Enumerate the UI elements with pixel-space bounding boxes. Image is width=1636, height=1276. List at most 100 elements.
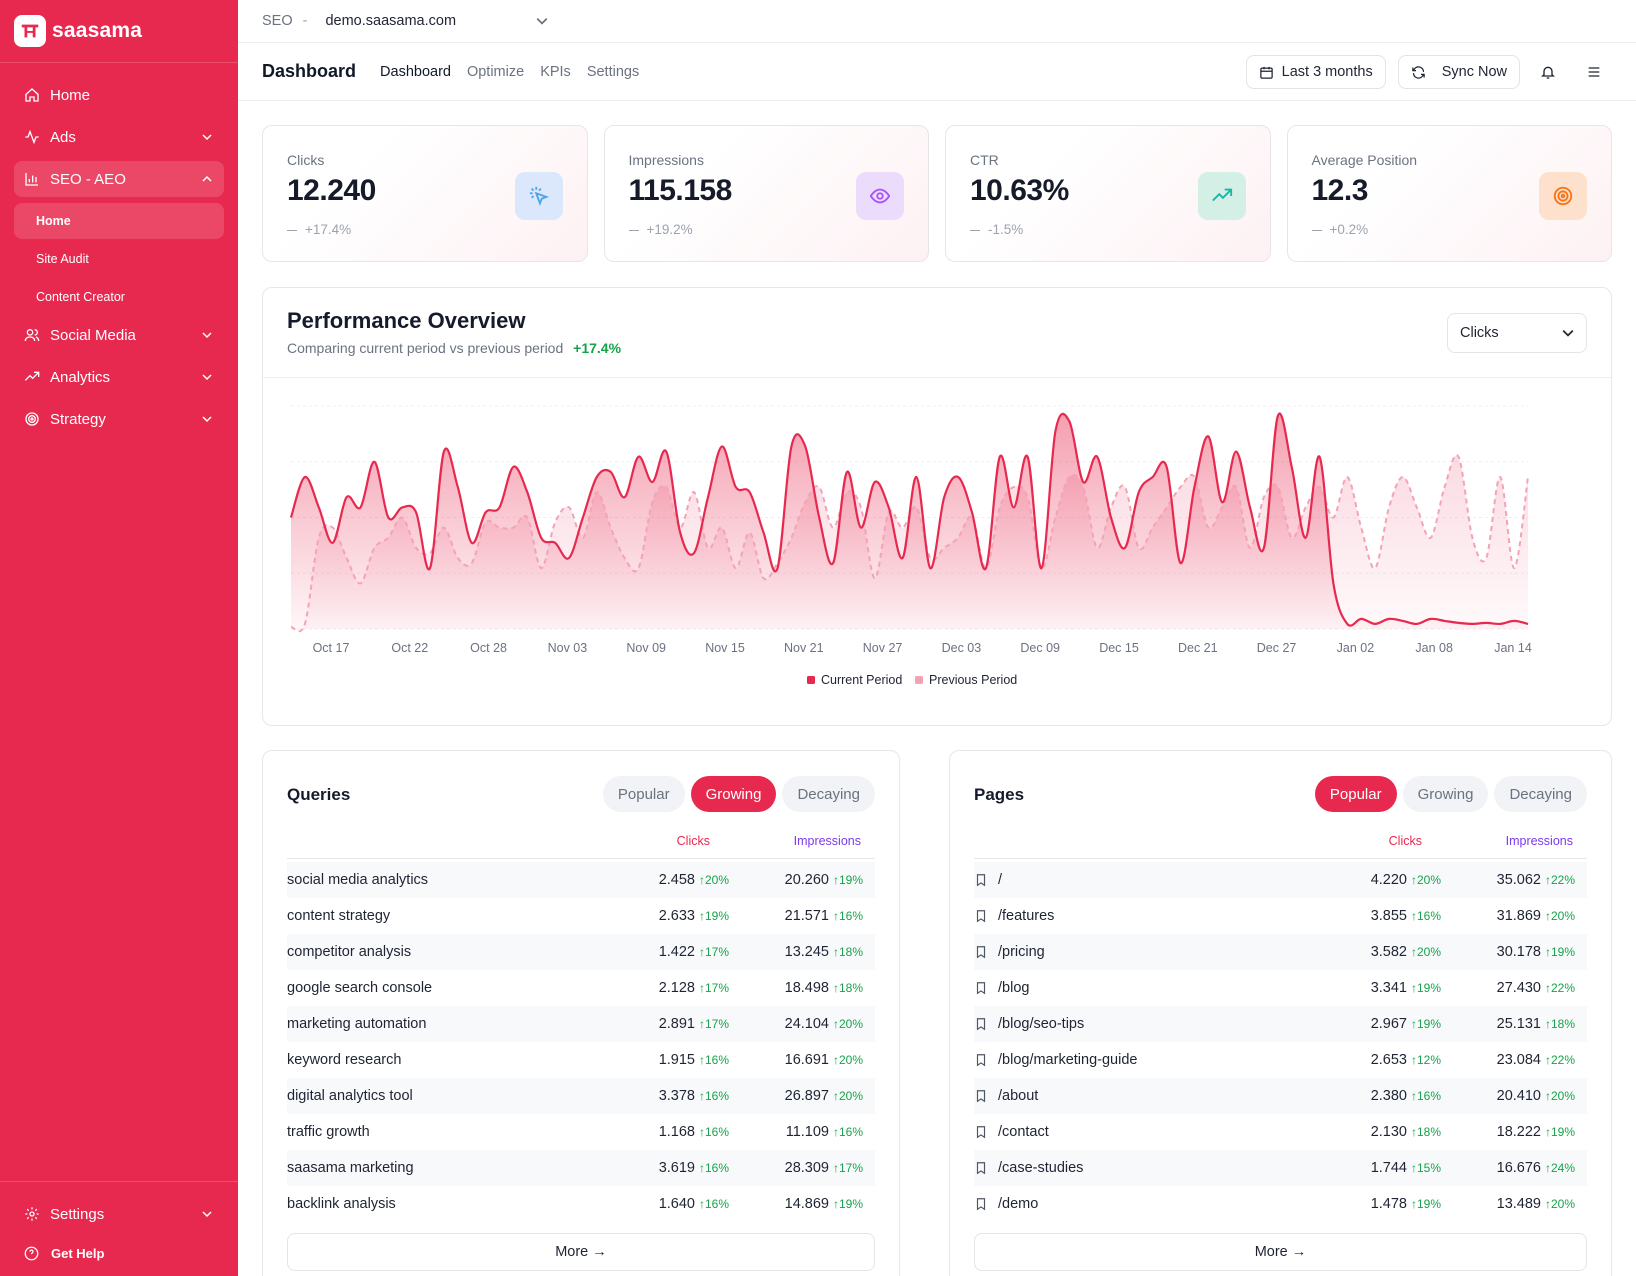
get-help-link[interactable]: Get Help: [14, 1238, 224, 1268]
impressions-value: 11.109: [785, 1124, 829, 1140]
row-impressions: 16.691 ↑20%: [739, 1052, 869, 1068]
stat-value: 12.240: [287, 174, 376, 207]
row-label: content strategy: [287, 908, 391, 924]
sync-now-button[interactable]: Sync Now: [1397, 55, 1520, 89]
table-row[interactable]: keyword research 1.915 ↑16% 16.691 ↑20%: [287, 1042, 875, 1078]
impressions-change: ↑20%: [1545, 1089, 1576, 1103]
sidebar-subitem-home[interactable]: Home: [14, 203, 224, 239]
chevron-down-icon[interactable]: [536, 15, 548, 27]
sidebar-item-settings[interactable]: Settings: [14, 1196, 224, 1232]
filter-growing[interactable]: Growing: [1402, 776, 1489, 812]
menu-button[interactable]: [1576, 55, 1612, 89]
table-row[interactable]: marketing automation 2.891 ↑17% 24.104 ↑20%: [287, 1006, 875, 1042]
sidebar-item-strategy[interactable]: Strategy: [14, 401, 224, 437]
stat-change-value: -1.5%: [988, 222, 1024, 237]
table-row[interactable]: /case-studies 1.744 ↑15% 16.676 ↑24%: [974, 1150, 1587, 1186]
queries-filter: Popular Growing Decaying: [602, 776, 875, 812]
clicks-value: 3.582: [1370, 944, 1407, 960]
queries-title: Queries: [287, 785, 351, 804]
tab-settings[interactable]: Settings: [586, 63, 640, 80]
table-row[interactable]: google search console 2.128 ↑17% 18.498 ↑18%: [287, 970, 875, 1006]
table-row[interactable]: social media analytics 2.458 ↑20% 20.260 ↑19…: [287, 862, 875, 898]
impressions-change: ↑20%: [1545, 909, 1576, 923]
site-selector[interactable]: demo.saasama.com: [325, 13, 457, 29]
impressions-change: ↑20%: [833, 1089, 864, 1103]
stat-value: 12.3: [1311, 174, 1369, 207]
clicks-value: 1.168: [658, 1124, 695, 1140]
impressions-value: 23.084: [1496, 1052, 1541, 1068]
row-label: google search console: [287, 980, 433, 996]
stat-change-value: +17.4%: [305, 222, 352, 237]
row-impressions: 14.869 ↑19%: [739, 1196, 869, 1212]
table-row[interactable]: saasama marketing 3.619 ↑16% 28.309 ↑17%: [287, 1150, 875, 1186]
row-impressions: 35.062 ↑22%: [1451, 872, 1581, 888]
impressions-change: ↑18%: [833, 945, 864, 959]
clicks-value: 2.128: [658, 980, 695, 996]
filter-popular[interactable]: Popular: [602, 776, 685, 812]
sidebar-subitem-site-audit[interactable]: Site Audit: [36, 252, 89, 266]
sidebar-item-social-media[interactable]: Social Media: [14, 317, 224, 353]
column-clicks: Clicks: [1388, 834, 1422, 848]
sidebar-item-home[interactable]: Home: [14, 77, 224, 113]
table-row[interactable]: competitor analysis 1.422 ↑17% 13.245 ↑18%: [287, 934, 875, 970]
table-row[interactable]: / 4.220 ↑20% 35.062 ↑22%: [974, 862, 1587, 898]
sidebar-item-seo-aeo[interactable]: SEO - AEO: [14, 161, 224, 197]
impressions-change: ↑16%: [833, 1125, 864, 1139]
row-name: marketing automation: [287, 1016, 426, 1032]
date-range-button[interactable]: Last 3 months: [1245, 55, 1386, 89]
table-row[interactable]: content strategy 2.633 ↑19% 21.571 ↑16%: [287, 898, 875, 934]
table-row[interactable]: digital analytics tool 3.378 ↑16% 26.897 ↑20…: [287, 1078, 875, 1114]
filter-growing[interactable]: Growing: [690, 776, 777, 812]
row-clicks: 2.891 ↑17%: [625, 1016, 735, 1032]
clicks-change: ↑16%: [699, 1053, 730, 1067]
settings-label: Settings: [50, 1205, 105, 1223]
table-row[interactable]: /blog/seo-tips 2.967 ↑19% 25.131 ↑18%: [974, 1006, 1587, 1042]
metric-select-value: Clicks: [1460, 325, 1499, 341]
tab-dashboard[interactable]: Dashboard: [380, 63, 451, 80]
sidebar-item-analytics[interactable]: Analytics: [14, 359, 224, 395]
row-clicks: 3.855 ↑16%: [1337, 908, 1447, 924]
legend-previous-swatch: [915, 676, 923, 684]
table-row[interactable]: /blog 3.341 ↑19% 27.430 ↑22%: [974, 970, 1587, 1006]
table-row[interactable]: traffic growth 1.168 ↑16% 11.109 ↑16%: [287, 1114, 875, 1150]
table-row[interactable]: /contact 2.130 ↑18% 18.222 ↑19%: [974, 1114, 1587, 1150]
tab-kpis[interactable]: KPIs: [540, 63, 571, 80]
row-name: google search console: [287, 980, 432, 996]
row-name: digital analytics tool: [287, 1088, 413, 1104]
table-row[interactable]: /blog/marketing-guide 2.653 ↑12% 23.084 ↑22%: [974, 1042, 1587, 1078]
row-impressions: 18.498 ↑18%: [739, 980, 869, 996]
legend-previous-label[interactable]: Previous Period: [929, 673, 1017, 687]
performance-overview-card: Performance Overview Comparing current p…: [262, 287, 1612, 726]
row-impressions: 11.109 ↑16%: [739, 1124, 869, 1140]
legend-current-label[interactable]: Current Period: [821, 673, 902, 687]
table-row[interactable]: /features 3.855 ↑16% 31.869 ↑20%: [974, 898, 1587, 934]
sidebar-subitem-content-creator[interactable]: Content Creator: [36, 290, 125, 304]
workspace-separator: -: [302, 13, 308, 29]
impressions-value: 14.869: [784, 1196, 829, 1212]
pages-filter: Popular Growing Decaying: [1314, 776, 1587, 812]
clicks-change: ↑12%: [1411, 1053, 1442, 1067]
sidebar-item-ads[interactable]: Ads: [14, 119, 224, 155]
row-impressions: 26.897 ↑20%: [739, 1088, 869, 1104]
brand-logo[interactable]: saasama: [0, 0, 238, 63]
row-label: saasama marketing: [287, 1160, 414, 1176]
table-row[interactable]: backlink analysis 1.640 ↑16% 14.869 ↑19%: [287, 1186, 875, 1222]
clicks-change: ↑16%: [1411, 909, 1442, 923]
notifications-button[interactable]: [1530, 55, 1566, 89]
filter-decaying[interactable]: Decaying: [1494, 776, 1587, 812]
filter-popular[interactable]: Popular: [1314, 776, 1397, 812]
metric-select[interactable]: Clicks: [1447, 313, 1587, 353]
table-row[interactable]: /pricing 3.582 ↑20% 30.178 ↑19%: [974, 934, 1587, 970]
impressions-value: 13.245: [784, 944, 829, 960]
queries-more-button[interactable]: More →: [287, 1233, 875, 1271]
impressions-value: 18.222: [1496, 1124, 1541, 1140]
eye-icon: [856, 172, 904, 220]
filter-decaying[interactable]: Decaying: [782, 776, 875, 812]
activity-icon: [24, 129, 40, 145]
pages-more-button[interactable]: More →: [974, 1233, 1587, 1271]
row-clicks: 2.128 ↑17%: [625, 980, 735, 996]
table-row[interactable]: /about 2.380 ↑16% 20.410 ↑20%: [974, 1078, 1587, 1114]
tab-optimize[interactable]: Optimize: [466, 63, 525, 80]
table-row[interactable]: /demo 1.478 ↑19% 13.489 ↑20%: [974, 1186, 1587, 1222]
clicks-change: ↑16%: [699, 1089, 730, 1103]
